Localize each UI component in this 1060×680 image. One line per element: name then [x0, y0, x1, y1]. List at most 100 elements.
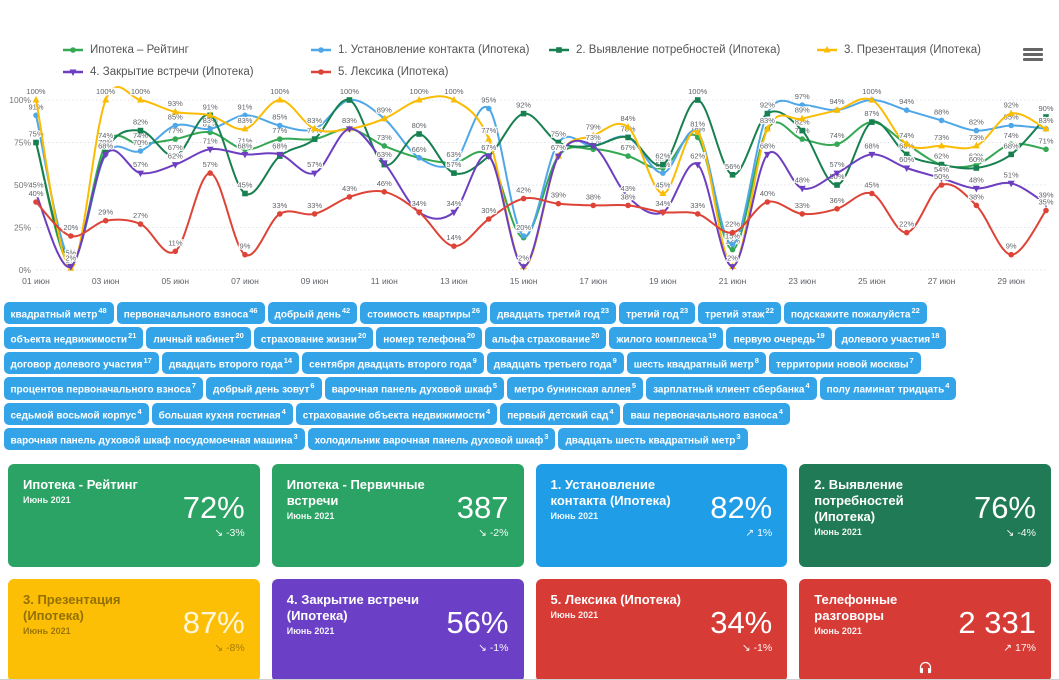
keyword-tag[interactable]: шесть квадратный метр8 [626, 352, 766, 375]
keyword-tag[interactable]: долевого участия18 [834, 326, 947, 350]
legend-item-closing[interactable]: 4. Закрытие встречи (Ипотека) [62, 66, 310, 78]
tag-count: 5 [631, 381, 637, 391]
svg-text:17 июн: 17 июн [579, 276, 607, 286]
data-label: 43% [342, 184, 357, 193]
data-label: 83% [237, 116, 252, 125]
keyword-tag[interactable]: седьмой восьмой корпус4 [3, 402, 149, 426]
keyword-tag[interactable]: сентября двадцать второго года9 [302, 352, 484, 375]
keyword-tag[interactable]: первую очередь19 [726, 326, 832, 350]
legend-item-needs[interactable]: 2. Выявление потребностей (Ипотека) [548, 44, 816, 56]
legend-item-presentation[interactable]: 3. Презентация (Ипотека) [816, 44, 1009, 56]
keyword-tag[interactable]: метро бунинская аллея5 [507, 377, 644, 400]
data-label: 57% [133, 160, 148, 169]
data-label: 92% [760, 101, 775, 110]
tag-label: третий год [626, 308, 679, 320]
data-label: 68% [760, 141, 775, 150]
svg-text:50%: 50% [14, 180, 31, 190]
data-label: 73% [969, 133, 984, 142]
keyword-tag[interactable]: большая кухня гостиная4 [151, 402, 293, 426]
keyword-tag[interactable]: личный кабинет20 [146, 326, 251, 350]
data-label: 57% [203, 160, 218, 169]
legend-item-contact[interactable]: 1. Установление контакта (Ипотека) [310, 44, 548, 56]
data-label: 83% [307, 116, 322, 125]
keyword-tag[interactable]: двадцать третьего года9 [486, 352, 624, 375]
card-value: 76% [973, 489, 1036, 525]
keyword-tag[interactable]: холодильник варочная панель духовой шкаф… [307, 428, 556, 451]
keyword-tag[interactable]: варочная панель духовой шкаф посудомоечн… [3, 428, 305, 451]
data-label: 82% [795, 118, 810, 127]
data-label: 2% [727, 254, 738, 263]
keyword-tag[interactable]: варочная панель духовой шкаф5 [324, 377, 505, 400]
keyword-tag[interactable]: полу ламинат тридцать4 [819, 377, 957, 400]
data-label: 95% [481, 96, 496, 105]
tag-label: варочная панель духовой шкаф [331, 384, 492, 396]
tag-label: сентября двадцать второго года [309, 359, 472, 371]
keyword-tag[interactable]: добрый день зовут6 [205, 377, 322, 400]
data-label: 77% [272, 126, 287, 135]
svg-text:05 июн: 05 июн [161, 276, 189, 286]
data-label: 77% [481, 126, 496, 135]
card-value: 82% [710, 489, 773, 525]
keyword-tag[interactable]: третий год23 [619, 301, 696, 324]
trend-arrow-icon: ↗ [1003, 641, 1013, 654]
keyword-tag[interactable]: страхование жизни20 [253, 326, 374, 350]
data-label: 30% [481, 206, 496, 215]
keyword-tag[interactable]: двадцать третий год23 [490, 301, 617, 324]
data-label: 22% [899, 220, 914, 229]
data-label: 34% [446, 199, 461, 208]
keyword-tag[interactable]: квадратный метр48 [3, 301, 114, 324]
keyword-tag[interactable]: территории новой москвы7 [768, 352, 921, 375]
keyword-tag[interactable]: первый детский сад4 [500, 402, 621, 426]
series-line-closing [35, 127, 1047, 268]
tag-label: холодильник варочная панель духовой шкаф [314, 435, 544, 447]
data-label: 89% [377, 106, 392, 115]
keyword-tag[interactable]: зарплатный клиент сбербанка4 [646, 377, 817, 400]
keyword-tag[interactable]: двадцать шесть квадратный метр3 [558, 428, 748, 451]
keyword-tag[interactable]: первоначального взноса46 [116, 301, 265, 324]
tag-label: добрый день [274, 308, 341, 320]
keyword-tag[interactable]: подскажите пожалуйста22 [783, 301, 927, 324]
tag-count: 22 [765, 305, 774, 315]
card-value: 87% [182, 604, 245, 640]
tag-count: 7 [909, 356, 914, 366]
keyword-tag[interactable]: стоимость квартиры26 [360, 301, 488, 324]
keyword-tag[interactable]: ваш первоначального взноса4 [623, 402, 790, 426]
keyword-tag[interactable]: третий этаж22 [698, 301, 781, 324]
data-label: 51% [1004, 170, 1019, 179]
chart-legend: Ипотека – Рейтинг 1. Установление контакт… [0, 0, 1059, 78]
legend-item-lexis[interactable]: 5. Лексика (Ипотека) [310, 66, 548, 78]
keyword-tag[interactable]: двадцать второго года14 [161, 352, 300, 375]
keyword-tag[interactable]: номер телефона20 [376, 326, 483, 350]
data-label: 83% [203, 116, 218, 125]
data-label: 33% [690, 201, 705, 210]
data-label: 57% [830, 160, 845, 169]
data-label: 48% [795, 175, 810, 184]
card-trend: ↘ -1% [478, 642, 508, 654]
legend-item-rating[interactable]: Ипотека – Рейтинг [62, 44, 310, 56]
data-label: 81% [690, 119, 705, 128]
chart-area[interactable]: 0% 25% 50% 75% 100% 01 июн 03 июн 05 июн 07 июн 0… [0, 86, 1059, 292]
trend-value: -4% [1017, 526, 1036, 539]
data-label: 39% [1038, 191, 1053, 200]
tag-count: 14 [283, 356, 293, 366]
hamburger-menu-icon[interactable] [1023, 46, 1043, 63]
keyword-tag[interactable]: добрый день42 [267, 301, 358, 324]
keyword-tag[interactable]: объекта недвижимости21 [3, 326, 144, 350]
data-label: 45% [655, 181, 670, 190]
tag-label: зарплатный клиент сбербанка [653, 384, 805, 396]
keyword-tag[interactable]: процентов первоначального взноса7 [3, 377, 203, 400]
data-label: 27% [133, 211, 148, 220]
data-label: 45% [237, 181, 252, 190]
tag-count: 17 [143, 356, 152, 366]
data-label: 92% [1004, 101, 1019, 110]
keyword-tag[interactable]: договор долевого участия17 [3, 352, 159, 375]
keyword-tag[interactable]: альфа страхование20 [485, 326, 607, 350]
data-label: 90% [1038, 104, 1053, 113]
series-line-rating [35, 121, 1047, 266]
data-label: 89% [377, 106, 392, 115]
data-label: 2% [518, 254, 529, 263]
keyword-tag[interactable]: страхование объекта недвижимости4 [295, 402, 498, 426]
keyword-tag[interactable]: жилого комплекса19 [609, 326, 724, 350]
headphones-icon [919, 661, 931, 674]
